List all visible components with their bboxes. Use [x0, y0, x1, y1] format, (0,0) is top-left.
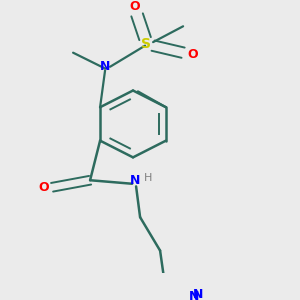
Text: N: N [193, 288, 203, 300]
Text: O: O [39, 181, 50, 194]
Text: N: N [189, 290, 199, 300]
Text: H: H [144, 172, 152, 183]
Text: O: O [188, 48, 198, 61]
Text: N: N [130, 174, 140, 187]
Text: N: N [100, 60, 110, 73]
Text: O: O [130, 0, 140, 13]
Text: S: S [141, 37, 151, 51]
